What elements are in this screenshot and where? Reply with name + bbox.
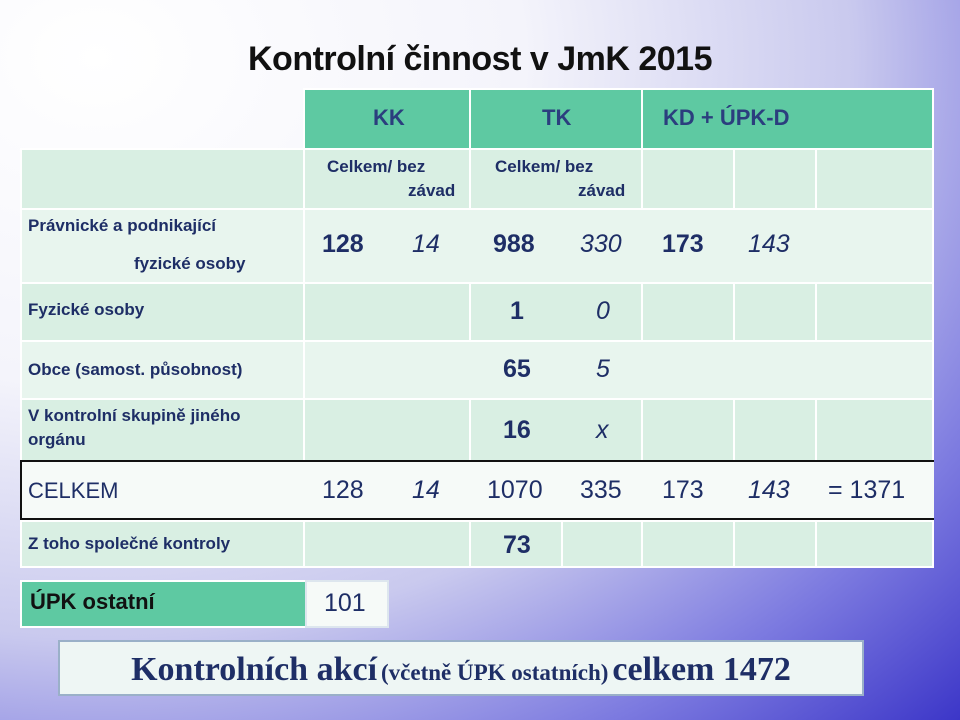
column-header-tk: TK [542,105,572,130]
subheader-cell [815,148,934,210]
subheader-tk-line1: Celkem/ bez [495,157,594,176]
footer-summary: Kontrolních akcí (včetně ÚPK ostatních) … [58,640,864,696]
value-cell: 16 [503,416,531,444]
total-row-cell [20,461,934,519]
total-row-top-rule [20,460,934,462]
total-value: 143 [748,476,790,504]
row-label-skupina-line2: orgánu [28,430,86,449]
value-cell: 1 [510,297,524,325]
row-values-cell [303,208,934,284]
column-header-kd: KD + ÚPK-D [663,105,790,130]
upk-value: 101 [324,589,366,617]
row-cell [733,520,817,568]
row-label-cell [20,398,305,462]
value-cell: 5 [596,355,610,383]
row-cell [303,520,471,568]
row-label-cell [20,520,305,568]
row-label-spolecne: Z toho společné kontroly [28,534,231,553]
total-row-left-rule [20,460,22,520]
grand-total-value: = 1371 [828,476,906,504]
subheader-empty [20,148,305,210]
row-cell [469,282,643,342]
row-cell [469,520,563,568]
row-label-cell [20,340,305,400]
row-label-cell [20,282,305,342]
subheader-cell [641,148,735,210]
subheader-tk-line2: závad [578,181,626,200]
subheader-cell [733,148,817,210]
row-cell [469,398,643,462]
row-label-fyzicke: Fyzické osoby [28,300,145,319]
row-cell [815,282,934,342]
row-cell [733,398,817,462]
value-cell: 988 [493,230,535,258]
upk-label-cell [20,580,307,628]
row-cell [641,520,735,568]
row-cell [561,520,643,568]
column-header-kk: KK [373,105,405,130]
subheader-kk-line2: závad [408,181,456,200]
total-value: 128 [322,476,364,504]
page-title: Kontrolní činnost v JmK 2015 [248,40,713,78]
row-cell [733,282,817,342]
value-cell: 330 [580,230,622,258]
row-cell [303,398,471,462]
value-cell: 14 [412,230,440,258]
header-cell-tk [469,88,643,150]
row-label-pravnicke-line1: Právnické a podnikající [28,216,217,235]
row-label-obce: Obce (samost. působnost) [28,360,243,379]
row-values-cell [303,340,934,400]
row-label-upk: ÚPK ostatní [30,589,155,614]
row-label-skupina-line1: V kontrolní skupině jiného [28,406,241,425]
value-cell: 143 [748,230,790,258]
footer-part2: (včetně ÚPK ostatních) [381,660,609,685]
total-value: 335 [580,476,622,504]
row-cell [815,398,934,462]
upk-value-cell [305,580,389,628]
total-row-bottom-rule [20,518,934,520]
value-cell: 128 [322,230,364,258]
value-cell: 73 [503,531,531,559]
row-label-pravnicke-line2: fyzické osoby [134,254,246,273]
value-cell: x [596,416,609,444]
value-cell: 65 [503,355,531,383]
footer-part1: Kontrolních akcí [131,651,378,688]
value-cell: 0 [596,297,610,325]
footer-part3: celkem 1472 [612,651,791,688]
total-value: 1070 [487,476,543,504]
row-cell [641,398,735,462]
value-cell: 173 [662,230,704,258]
row-cell [815,520,934,568]
row-label-celkem: CELKEM [28,478,119,503]
total-value: 173 [662,476,704,504]
row-cell [303,282,471,342]
subheader-kk-line1: Celkem/ bez [327,157,426,176]
total-value: 14 [412,476,440,504]
row-label-cell [20,208,305,284]
row-cell [641,282,735,342]
